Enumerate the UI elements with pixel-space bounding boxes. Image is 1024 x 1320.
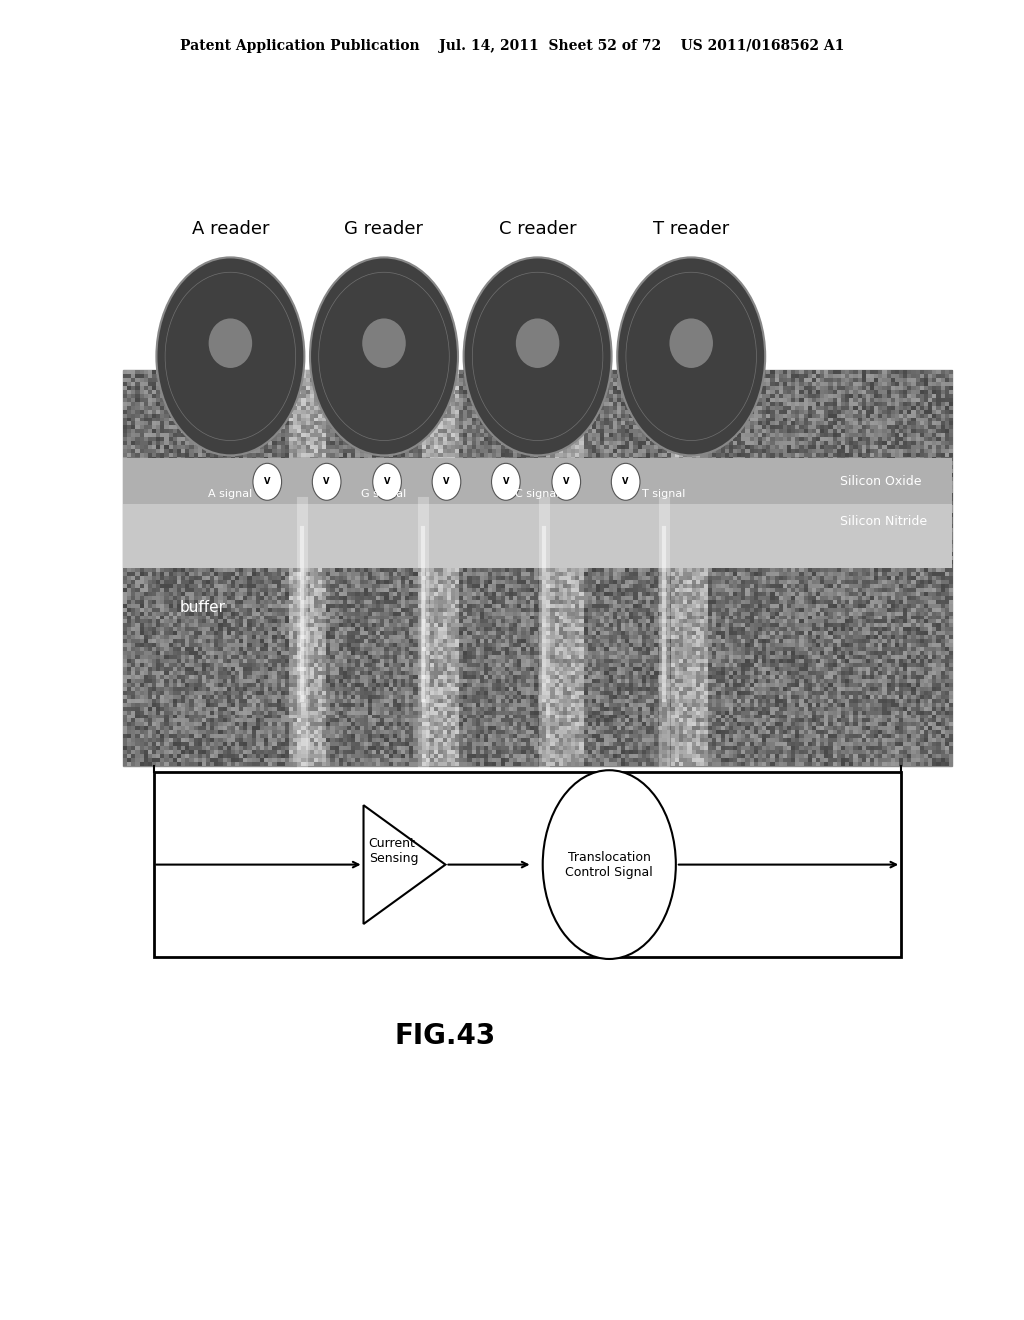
Text: V: V [324, 478, 330, 486]
Text: C signal: C signal [515, 488, 560, 499]
Ellipse shape [670, 318, 713, 368]
Text: Patent Application Publication    Jul. 14, 2011  Sheet 52 of 72    US 2011/01685: Patent Application Publication Jul. 14, … [180, 40, 844, 53]
Text: Translocation
Control Signal: Translocation Control Signal [565, 850, 653, 879]
Circle shape [373, 463, 401, 500]
Bar [123, 458, 952, 508]
Text: G reader: G reader [344, 219, 424, 238]
Text: V: V [623, 478, 629, 486]
Circle shape [312, 463, 341, 500]
Text: A reader: A reader [191, 219, 269, 238]
Text: T signal: T signal [642, 488, 685, 499]
Text: V: V [503, 478, 509, 486]
Text: V: V [384, 478, 390, 486]
Text: V: V [264, 478, 270, 486]
Ellipse shape [209, 318, 252, 368]
Text: A signal: A signal [208, 488, 253, 499]
Text: V: V [563, 478, 569, 486]
Circle shape [492, 463, 520, 500]
Circle shape [611, 463, 640, 500]
Ellipse shape [157, 257, 304, 455]
Circle shape [253, 463, 282, 500]
Polygon shape [364, 805, 445, 924]
Text: Current
Sensing: Current Sensing [369, 837, 418, 866]
Text: C reader: C reader [499, 219, 577, 238]
Bar [154, 772, 901, 957]
Text: FIG.43: FIG.43 [395, 1022, 496, 1051]
Ellipse shape [464, 257, 611, 455]
Circle shape [552, 463, 581, 500]
Text: V: V [443, 478, 450, 486]
Ellipse shape [310, 257, 458, 455]
Circle shape [432, 463, 461, 500]
Text: Silicon Nitride: Silicon Nitride [840, 515, 927, 528]
Text: G signal: G signal [361, 488, 407, 499]
Ellipse shape [543, 771, 676, 958]
Ellipse shape [516, 318, 559, 368]
Bar [123, 504, 952, 568]
Text: T reader: T reader [653, 219, 729, 238]
Ellipse shape [617, 257, 765, 455]
Text: Silicon Oxide: Silicon Oxide [840, 475, 922, 488]
Bar [123, 370, 952, 766]
Text: buffer: buffer [179, 599, 225, 615]
Ellipse shape [362, 318, 406, 368]
